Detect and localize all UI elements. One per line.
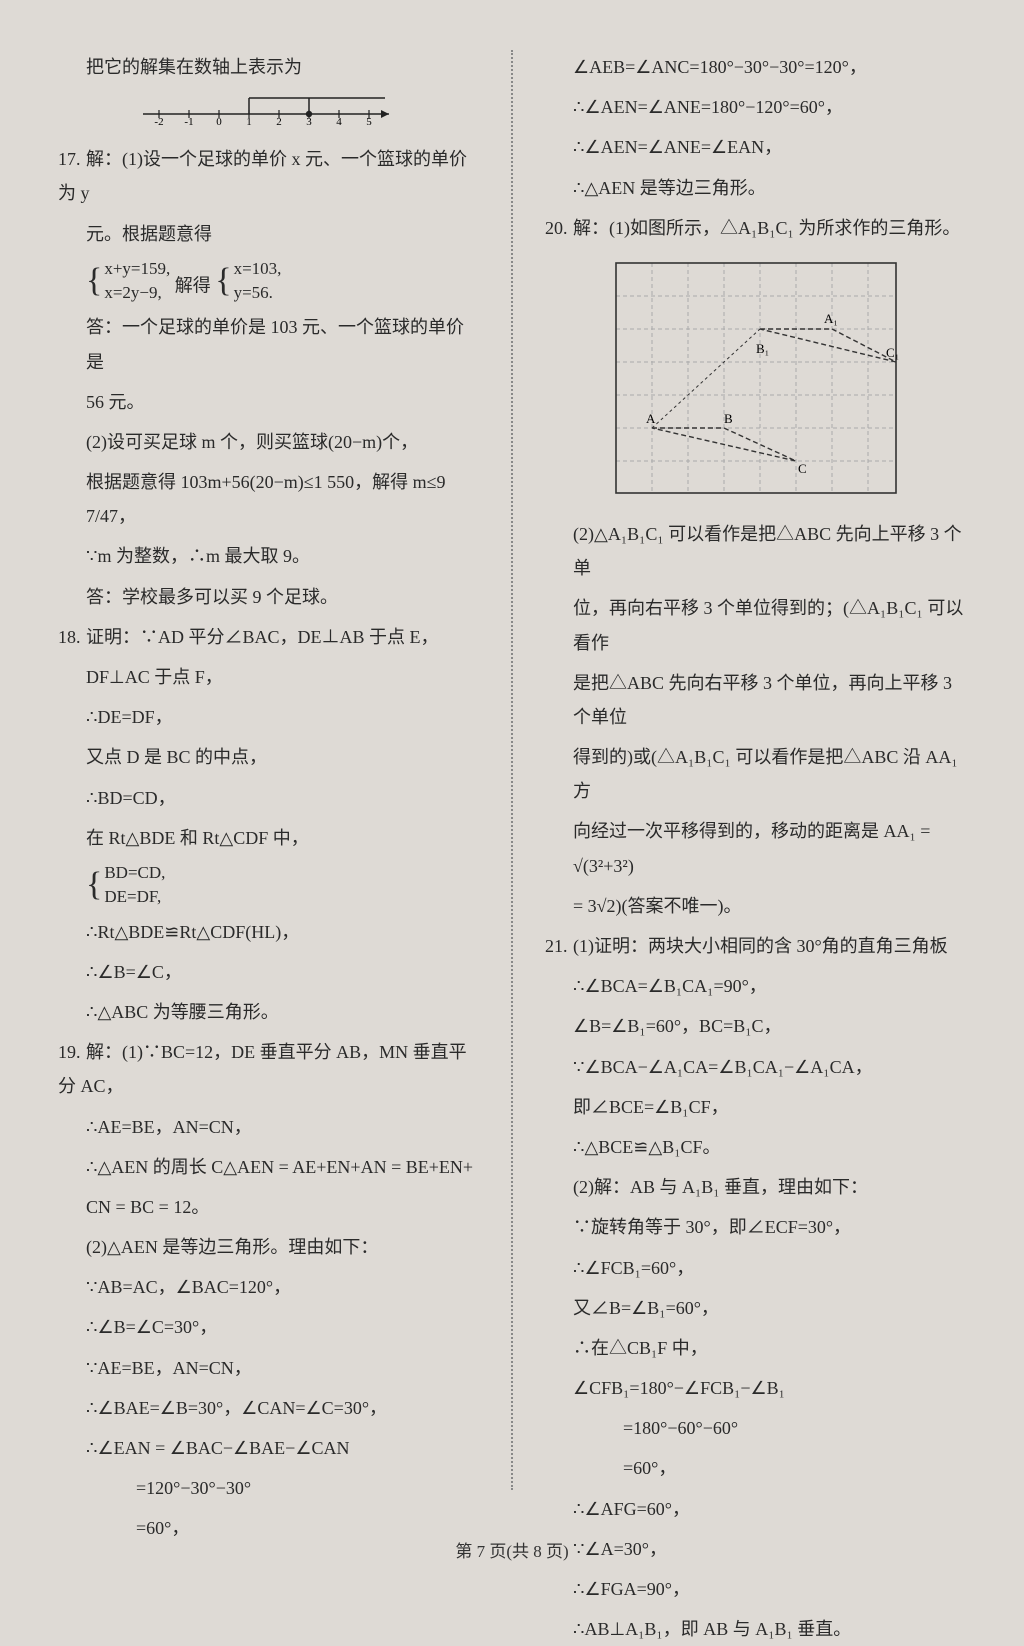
intro-line: 把它的解集在数轴上表示为: [58, 50, 479, 84]
q17-system: { x+y=159,x=2y−9, 解得 { x=103,y=56.: [58, 257, 479, 305]
q19-l4: (2)△AEN 是等边三角形。理由如下：: [58, 1230, 479, 1264]
svg-text:C: C: [798, 461, 807, 476]
r-c2: ∴∠AEN=∠ANE=180°−120°=60°，: [545, 90, 966, 124]
svg-text:A₁: A₁: [824, 311, 838, 326]
q19-l3b: CN = BC = 12。: [58, 1190, 479, 1224]
q20-l2b: 位，再向右平移 3 个单位得到的；(△A₁B₁C₁ 可以看作: [545, 591, 966, 659]
q18-l9: ∴△ABC 为等腰三角形。: [58, 995, 479, 1029]
q19-l9: ∴∠EAN = ∠BAC−∠BAE−∠CAN: [58, 1431, 479, 1465]
q21-l7: (2)解：AB 与 A₁B₁ 垂直，理由如下：: [545, 1170, 966, 1204]
q18-l5: ∴BD=CD，: [58, 781, 479, 815]
svg-text:1: 1: [246, 116, 252, 126]
q21-l1: (1)证明：两块大小相同的含 30°角的直角三角板: [573, 936, 948, 956]
q18-sys: {BD=CD,DE=DF,: [58, 861, 479, 909]
q17-p1b: 元。根据题意得: [58, 217, 479, 251]
q20-l2f: = 3√2)(答案不唯一)。: [545, 889, 966, 923]
q18-l4: 又点 D 是 BC 的中点，: [58, 740, 479, 774]
q18-l8: ∴∠B=∠C，: [58, 955, 479, 989]
q21-l9: ∴∠FCB₁=60°，: [545, 1251, 966, 1285]
number-line-diagram: -2 -1 0 1 2 3 4 5: [139, 92, 399, 126]
r-c4: ∴△AEN 是等边三角形。: [545, 171, 966, 205]
page-footer: 第 7 页(共 8 页): [0, 1536, 1024, 1568]
grid-diagram: A B C A₁ B₁ C₁: [606, 253, 906, 503]
q19-l5: ∵AB=AC，∠BAC=120°，: [58, 1270, 479, 1304]
q20-line: 20.解：(1)如图所示，△A₁B₁C₁ 为所求作的三角形。: [545, 211, 966, 245]
q18-l6: 在 Rt△BDE 和 Rt△CDF 中，: [58, 821, 479, 855]
svg-text:B: B: [724, 411, 733, 426]
q21-l17: ∴∠FGA=90°，: [545, 1572, 966, 1606]
q21-l10: 又∠B=∠B₁=60°，: [545, 1291, 966, 1325]
q18-idx: 18.: [58, 620, 86, 654]
q19-l1: 解：(1)∵BC=12，DE 垂直平分 AB，MN 垂直平分 AC，: [58, 1042, 467, 1096]
q20-l1: 解：(1)如图所示，△A₁B₁C₁ 为所求作的三角形。: [573, 218, 960, 238]
q21-l12: ∠CFB₁=180°−∠FCB₁−∠B₁: [545, 1371, 966, 1405]
q21-l18: ∴AB⊥A₁B₁，即 AB 与 A₁B₁ 垂直。: [545, 1612, 966, 1646]
column-divider: [511, 50, 513, 1490]
q21-l6: ∴△BCE≌△B₁CF。: [545, 1130, 966, 1164]
svg-text:5: 5: [366, 116, 372, 126]
svg-text:C₁: C₁: [886, 345, 899, 360]
svg-text:B₁: B₁: [756, 341, 769, 356]
q21-l8: ∵旋转角等于 30°，即∠ECF=30°，: [545, 1210, 966, 1244]
q17-a1b: 56 元。: [58, 385, 479, 419]
q19-l2: ∴AE=BE，AN=CN，: [58, 1110, 479, 1144]
q21-l11: ∴在△CB₁F 中，: [545, 1331, 966, 1365]
r-c1: ∠AEB=∠ANC=180°−30°−30°=120°，: [545, 50, 966, 84]
q19-idx: 19.: [58, 1035, 86, 1069]
q20-l2e: 向经过一次平移得到的，移动的距离是 AA₁ = √(3²+3²): [545, 814, 966, 882]
q20-l2c: 是把△ABC 先向右平移 3 个单位，再向上平移 3 个单位: [545, 666, 966, 734]
q19-l3: ∴△AEN 的周长 C△AEN = AE+EN+AN = BE+EN+: [58, 1150, 479, 1184]
svg-text:4: 4: [336, 116, 342, 126]
q19-l7: ∵AE=BE，AN=CN，: [58, 1351, 479, 1385]
r-c3: ∴∠AEN=∠ANE=∠EAN，: [545, 130, 966, 164]
q21-l14: =60°，: [545, 1451, 966, 1485]
left-column: 把它的解集在数轴上表示为 -2 -1 0: [58, 50, 479, 1490]
svg-text:-2: -2: [154, 116, 163, 126]
q18-line: 18.证明：∵AD 平分∠BAC，DE⊥AB 于点 E，: [58, 620, 479, 654]
q18-l2: DF⊥AC 于点 F，: [58, 660, 479, 694]
svg-text:-1: -1: [184, 116, 193, 126]
q18-l7: ∴Rt△BDE≌Rt△CDF(HL)，: [58, 915, 479, 949]
q18-l1: 证明：∵AD 平分∠BAC，DE⊥AB 于点 E，: [86, 627, 439, 647]
q17-idx: 17.: [58, 142, 86, 176]
right-column: ∠AEB=∠ANC=180°−30°−30°=120°， ∴∠AEN=∠ANE=…: [545, 50, 966, 1490]
q20-l2: (2)△A₁B₁C₁ 可以看作是把△ABC 先向上平移 3 个单: [545, 517, 966, 585]
q20-idx: 20.: [545, 211, 573, 245]
q20-l2d: 得到的)或(△A₁B₁C₁ 可以看作是把△ABC 沿 AA₁ 方: [545, 740, 966, 808]
q17-a2: 答：学校最多可以买 9 个足球。: [58, 580, 479, 614]
q19-l8: ∴∠BAE=∠B=30°，∠CAN=∠C=30°，: [58, 1391, 479, 1425]
q19-l10: =120°−30°−30°: [58, 1471, 479, 1505]
q21-line: 21.(1)证明：两块大小相同的含 30°角的直角三角板: [545, 929, 966, 963]
q21-idx: 21.: [545, 929, 573, 963]
svg-text:3: 3: [306, 116, 312, 126]
q21-l13: =180°−60°−60°: [545, 1411, 966, 1445]
q17-p2: (2)设可买足球 m 个，则买篮球(20−m)个，: [58, 425, 479, 459]
q17-line: 17.解：(1)设一个足球的单价 x 元、一个篮球的单价为 y: [58, 142, 479, 210]
q17-p2b: 根据题意得 103m+56(20−m)≤1 550，解得 m≤9 7/47，: [58, 465, 479, 533]
q21-l3: ∠B=∠B₁=60°，BC=B₁C，: [545, 1009, 966, 1043]
q18-l3: ∴DE=DF，: [58, 700, 479, 734]
q21-l5: 即∠BCE=∠B₁CF，: [545, 1090, 966, 1124]
q21-l15: ∴∠AFG=60°，: [545, 1492, 966, 1526]
q19-l6: ∴∠B=∠C=30°，: [58, 1310, 479, 1344]
q17-p2c: ∵m 为整数，∴m 最大取 9。: [58, 539, 479, 573]
q21-l4: ∵∠BCA−∠A₁CA=∠B₁CA₁−∠A₁CA，: [545, 1050, 966, 1084]
q21-l2: ∴∠BCA=∠B₁CA₁=90°，: [545, 969, 966, 1003]
svg-text:2: 2: [276, 116, 282, 126]
q19-line: 19.解：(1)∵BC=12，DE 垂直平分 AB，MN 垂直平分 AC，: [58, 1035, 479, 1103]
svg-text:A: A: [646, 411, 656, 426]
q17-a1: 答：一个足球的单价是 103 元、一个篮球的单价是: [58, 310, 479, 378]
q17-p1: 解：(1)设一个足球的单价 x 元、一个篮球的单价为 y: [58, 149, 467, 203]
svg-text:0: 0: [216, 116, 222, 126]
